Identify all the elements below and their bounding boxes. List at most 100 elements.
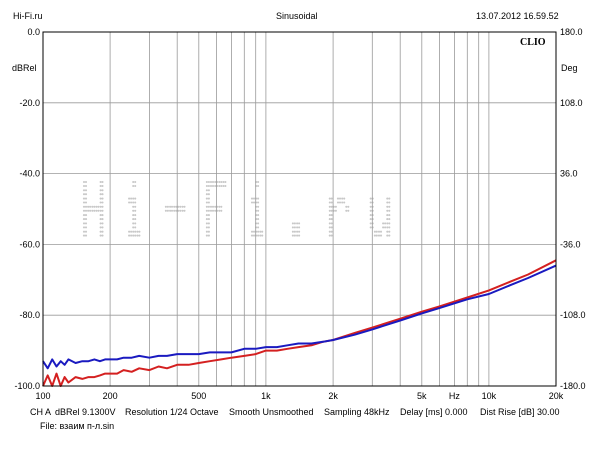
footer-delay: Delay [ms] 0.000: [400, 407, 468, 417]
watermark-dot: [132, 209, 135, 212]
watermark-dot: [205, 180, 208, 184]
watermark-dot: [209, 184, 213, 188]
watermark-dot: [99, 234, 102, 237]
watermark-dot: [214, 184, 217, 188]
watermark-dot: [257, 222, 260, 225]
watermark-dot: [207, 222, 210, 225]
footer-reference: dBRel 9.1300V: [55, 407, 116, 417]
watermark-dot: [328, 226, 331, 229]
watermark-dot: [164, 205, 167, 208]
watermark-dot: [328, 205, 331, 208]
watermark-dot: [132, 222, 135, 225]
watermark-dot: [211, 180, 215, 184]
watermark-dot: [207, 218, 210, 221]
y-right-tick-label: -108.0: [560, 310, 586, 320]
watermark-dot: [386, 230, 389, 233]
y-right-tick-label: 180.0: [560, 27, 583, 37]
watermark-dot: [128, 230, 131, 233]
watermark-dot: [373, 230, 376, 233]
watermark-dot: [259, 230, 262, 233]
watermark-dot: [175, 205, 178, 208]
watermark-dot: [220, 205, 223, 208]
watermark-dot: [250, 201, 254, 204]
watermark-dot: [207, 205, 210, 208]
watermark-dot: [328, 201, 331, 204]
watermark-dot: [388, 226, 391, 229]
watermark-dot: [84, 180, 88, 184]
watermark-dot: [296, 230, 299, 233]
y-tick-label: -20.0: [19, 98, 40, 108]
right-axis-title: Deg: [561, 63, 578, 73]
watermark-dot: [134, 201, 137, 204]
watermark-dot: [347, 209, 350, 212]
watermark-dot: [99, 218, 102, 221]
watermark-dot: [132, 234, 135, 237]
watermark-dot: [369, 226, 372, 229]
watermark-dot: [384, 222, 387, 225]
y-right-tick-label: -36.0: [560, 239, 581, 249]
watermark-dot: [84, 234, 88, 237]
watermark-dot: [205, 234, 208, 237]
watermark-dot: [220, 180, 223, 184]
watermark-dot: [207, 180, 210, 184]
watermark-dot: [377, 234, 381, 237]
watermark-dot: [136, 230, 139, 233]
watermark-dot: [257, 226, 260, 229]
watermark-dot: [84, 209, 88, 212]
watermark-dot: [132, 230, 135, 233]
series-line-red: [42, 259, 557, 387]
watermark-dot: [257, 214, 260, 217]
watermark-dot: [386, 205, 389, 208]
footer-file: File: взаим п-л.sin: [40, 421, 115, 431]
watermark-dot: [250, 230, 254, 233]
watermark-dot: [328, 234, 331, 237]
watermark-dot: [218, 180, 221, 184]
watermark-dot: [298, 234, 301, 237]
watermark-dot: [384, 226, 387, 229]
measurement-datetime: 13.07.2012 16.59.52: [476, 11, 559, 21]
watermark-dot: [369, 197, 372, 200]
watermark-dot: [84, 222, 88, 225]
watermark-dot: [82, 193, 86, 196]
watermark-dot: [134, 226, 137, 229]
watermark-dot: [214, 209, 217, 212]
footer-resolution: Resolution 1/24 Octave: [125, 407, 219, 417]
watermark-dot: [84, 226, 88, 229]
watermark-dot: [388, 209, 391, 212]
watermark-dot: [222, 184, 225, 188]
watermark-dot: [369, 218, 372, 221]
watermark-dot: [214, 205, 217, 208]
watermark-dot: [84, 189, 88, 192]
site-name: Hi-Fi.ru: [13, 11, 43, 21]
watermark-dot: [205, 218, 208, 221]
watermark-dot: [99, 230, 102, 233]
watermark-dot: [369, 201, 372, 204]
watermark-dot: [205, 222, 208, 225]
watermark-dot: [369, 205, 372, 208]
watermark-dot: [138, 230, 141, 233]
watermark-dot: [101, 193, 104, 196]
watermark-dot: [166, 209, 169, 212]
watermark-dot: [99, 197, 102, 200]
x-tick-label: 100: [35, 391, 50, 401]
watermark-dot: [388, 234, 391, 237]
watermark-dot: [330, 222, 333, 225]
watermark-dot: [375, 230, 378, 233]
watermark-dot: [169, 205, 172, 208]
watermark-dot: [257, 180, 260, 184]
watermark-dot: [207, 230, 210, 233]
watermark-dot: [257, 201, 260, 204]
watermark-dot: [207, 226, 210, 229]
watermark-dot: [207, 193, 210, 196]
watermark-dot: [99, 209, 102, 212]
watermark-dot: [214, 180, 217, 184]
watermark-dot: [128, 234, 131, 237]
chart-labels: 0.0 -20.0 -40.0 -60.0 -80.0 -100.0 180.0 108.0 3…: [14, 27, 585, 401]
watermark-dot: [205, 201, 208, 204]
watermark-dot: [328, 209, 331, 212]
watermark-dot: [207, 184, 210, 188]
watermark-dot: [343, 201, 346, 204]
watermark-dot: [205, 184, 208, 188]
watermark-dot: [101, 214, 104, 217]
watermark-dot: [84, 184, 88, 188]
